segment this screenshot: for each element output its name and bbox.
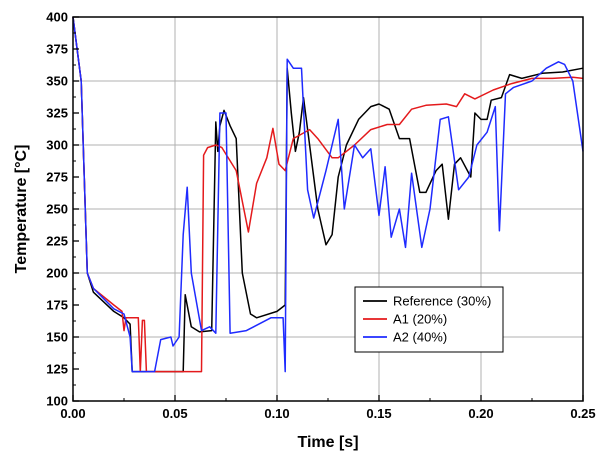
x-tick-labels: 0.00 0.05 0.10 0.15 0.20 0.25 [60,406,595,421]
y-tick-label-9: 325 [46,106,68,121]
x-tick-label-0: 0.00 [60,406,85,421]
x-axis-title: Time [s] [297,434,358,451]
x-tick-label-3: 0.15 [366,406,391,421]
axis-ticks [72,16,584,402]
series-line-0 [72,16,584,373]
y-tick-labels: 100 125 150 175 200 225 250 275 300 325 350 375 400 [46,10,68,409]
x-tick-label-2: 0.10 [264,406,289,421]
y-tick-label-6: 250 [46,202,68,217]
series-line-2 [72,16,584,373]
legend-label-1: A1 (20%) [393,312,447,327]
y-tick-label-8: 300 [46,138,68,153]
legend-label-0: Reference (30%) [393,294,491,309]
y-tick-label-4: 200 [46,266,68,281]
series-layer [72,16,584,373]
y-tick-label-1: 125 [46,362,68,377]
y-tick-label-10: 350 [46,74,68,89]
y-tick-label-11: 375 [46,42,68,57]
y-tick-label-7: 275 [46,170,68,185]
y-tick-label-3: 175 [46,298,68,313]
grid-lines [73,17,583,401]
y-tick-label-5: 225 [46,234,68,249]
x-tick-label-5: 0.25 [570,406,595,421]
legend-label-2: A2 (40%) [393,330,447,345]
y-tick-label-2: 150 [46,330,68,345]
y-tick-label-0: 100 [46,394,68,409]
y-axis-title: Temperature [°C] [13,145,30,274]
series-line-1 [72,16,584,373]
x-tick-label-4: 0.20 [468,406,493,421]
x-tick-label-1: 0.05 [162,406,187,421]
legend: Reference (30%) A1 (20%) A2 (40%) [354,286,504,353]
y-tick-label-12: 400 [46,10,68,25]
